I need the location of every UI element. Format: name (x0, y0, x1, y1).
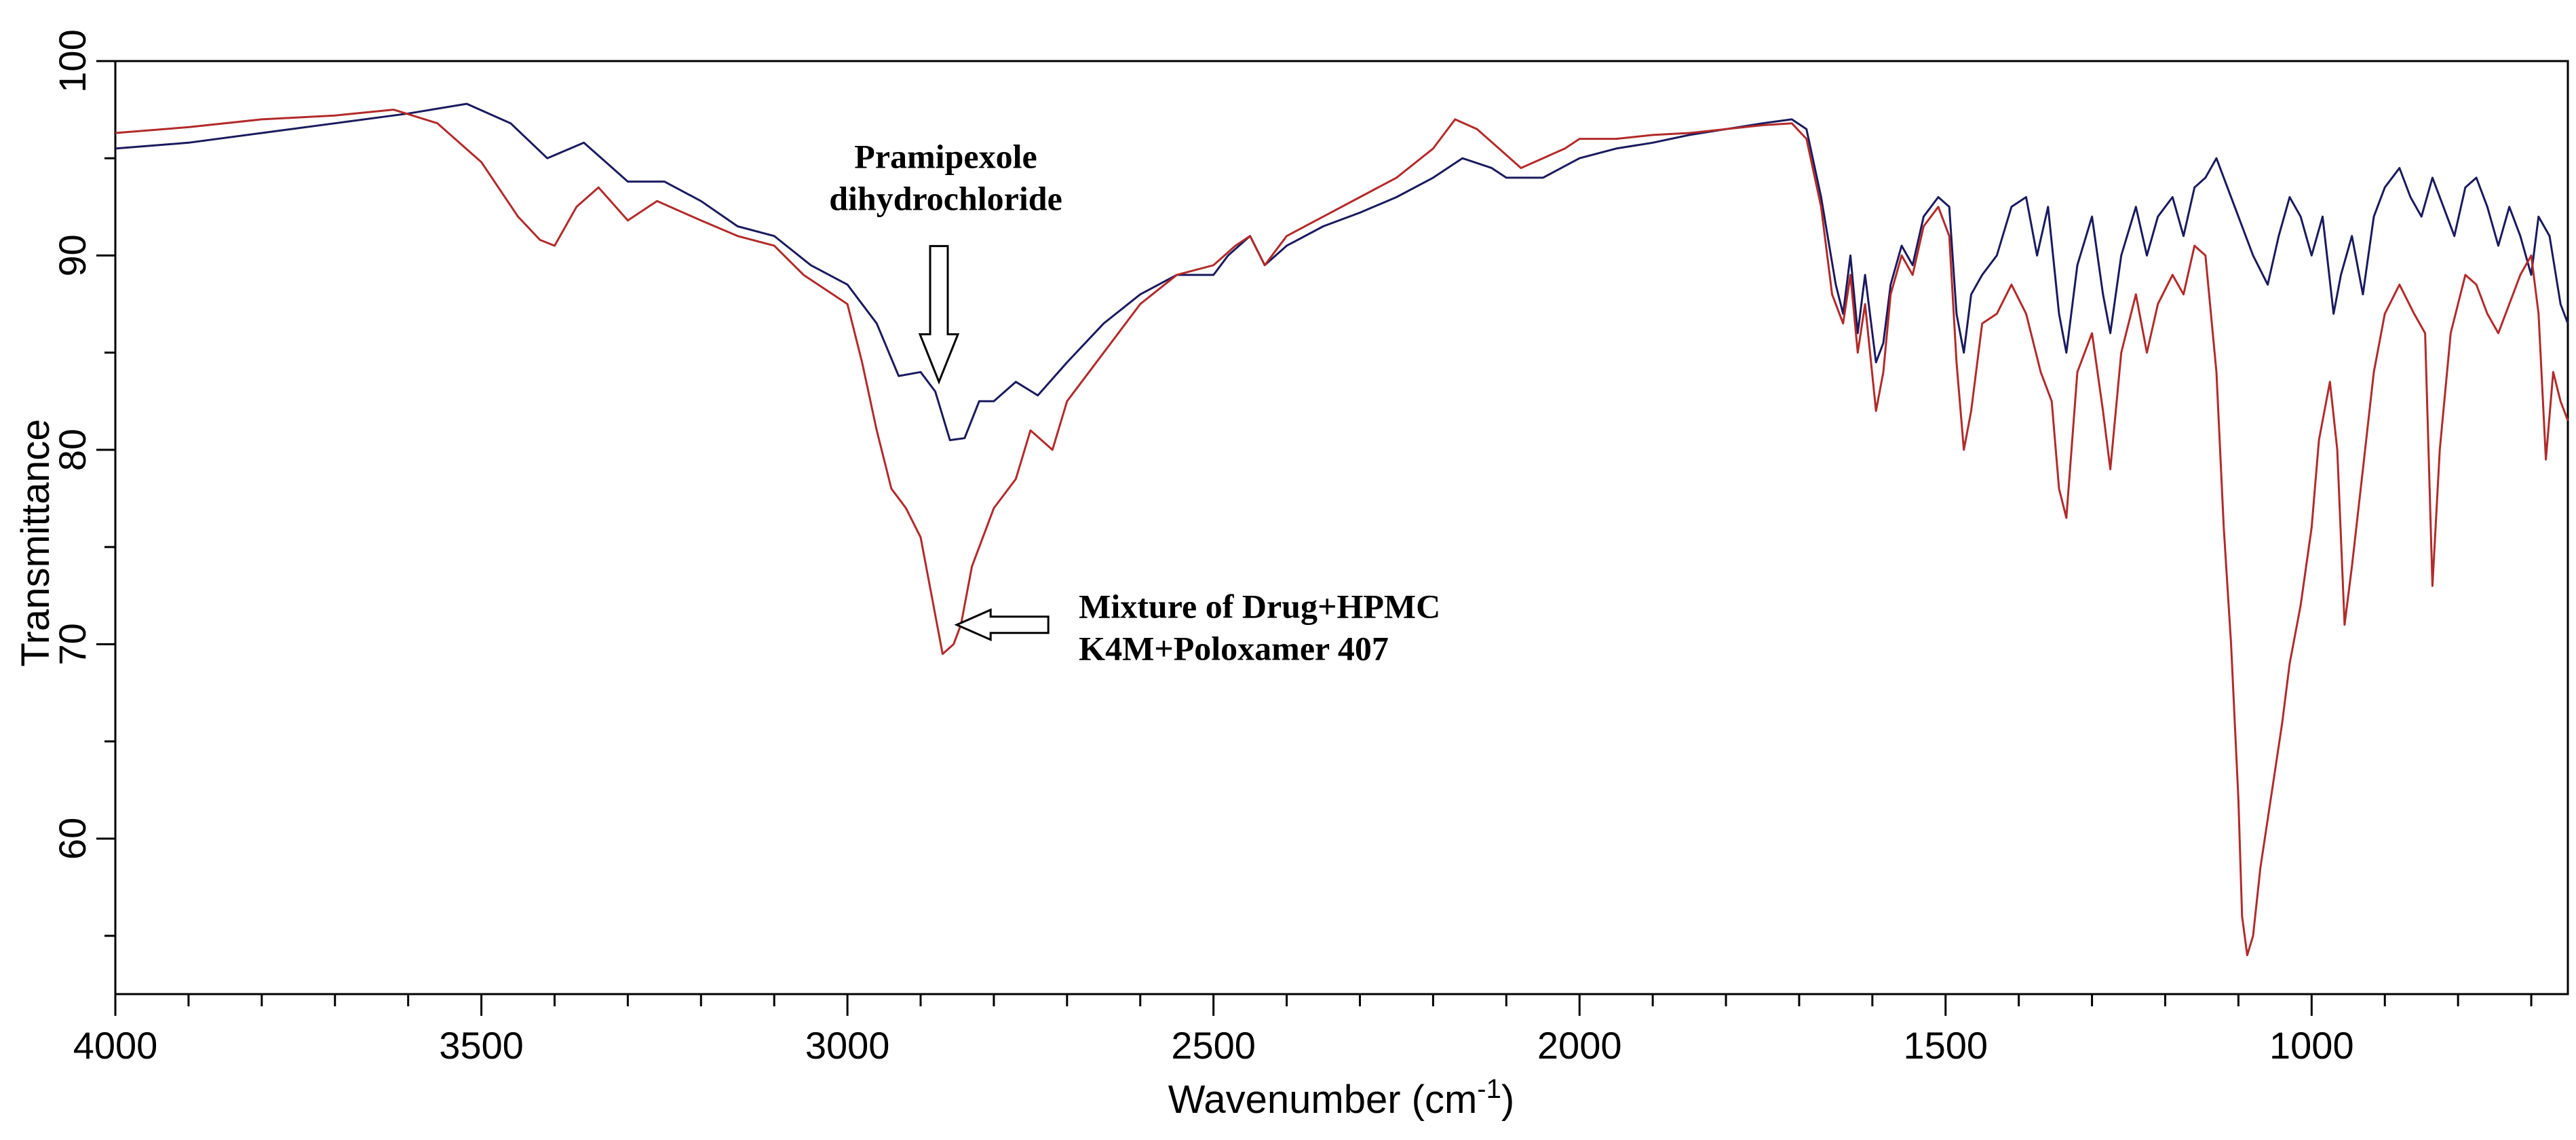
annotation-text: Mixture of Drug+HPMC (1079, 588, 1440, 626)
y-tick-label: 60 (51, 818, 94, 860)
y-tick-label: 100 (51, 29, 94, 92)
x-tick-label: 3000 (805, 1024, 890, 1067)
series-layer (115, 102, 2569, 957)
annotation-text: K4M+Poloxamer 407 (1079, 630, 1389, 668)
annotation-layer: Pramipexole dihydrochloride Mixture of Dru… (829, 138, 1440, 668)
x-tick-label: 2500 (1171, 1024, 1256, 1067)
x-axis-title: Wavenumber (cm-1) (1168, 1074, 1514, 1122)
annotation-2: Mixture of Drug+HPMC K4M+Poloxamer 407 (954, 588, 1440, 668)
y-tick-label: 80 (51, 429, 94, 471)
annotation-arrow (954, 608, 1050, 642)
y-tick-label: 70 (51, 623, 94, 665)
x-tick-label: 4000 (73, 1024, 158, 1067)
series-line-1 (115, 102, 2569, 442)
x-tick-label: 1000 (2269, 1024, 2354, 1067)
annotation-text: dihydrochloride (829, 180, 1062, 218)
x-axis-ticks: 4000 3500 3000 2500 2000 1500 1000 (73, 994, 2533, 1067)
annotation-1: Pramipexole dihydrochloride (829, 138, 1062, 385)
y-tick-label: 90 (51, 234, 94, 276)
x-tick-label: 3500 (439, 1024, 524, 1067)
annotation-arrow (918, 245, 960, 385)
plot-area (114, 60, 2569, 995)
y-axis-ticks: 60 70 80 90 100 (51, 29, 115, 937)
x-tick-label: 1500 (1903, 1024, 1988, 1067)
annotation-text: Pramipexole (854, 138, 1037, 176)
x-tick-label: 2000 (1537, 1024, 1622, 1067)
y-axis-title: Transmittance (14, 419, 58, 666)
series-line-2 (115, 109, 2569, 957)
